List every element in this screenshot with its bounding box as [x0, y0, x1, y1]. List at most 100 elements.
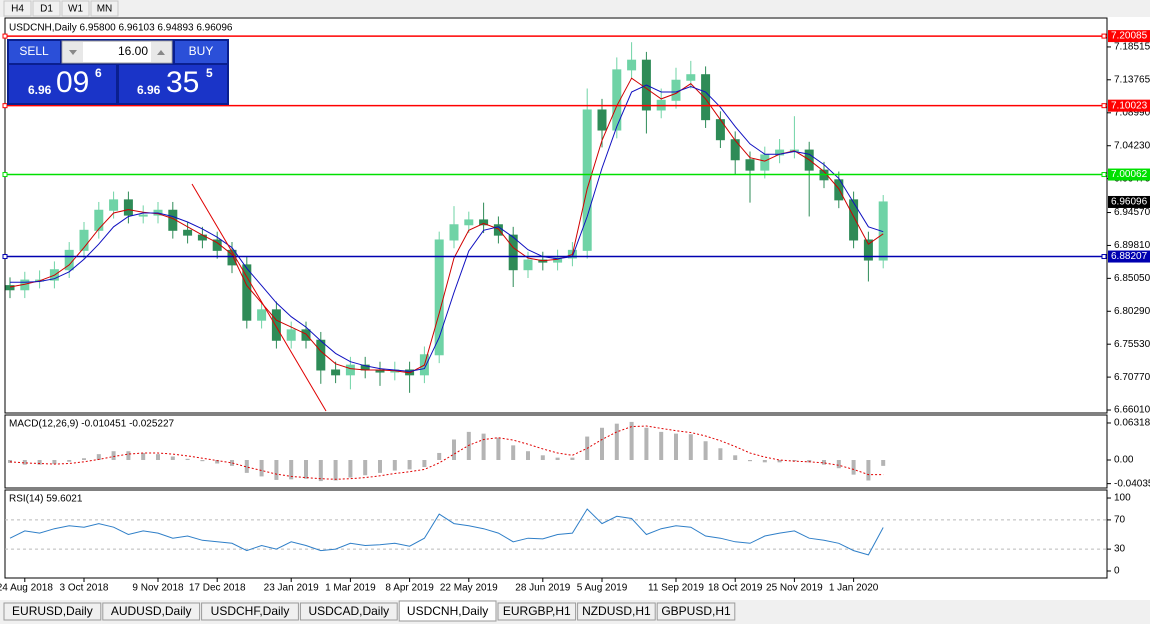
y-tick-label: 7.18515 [1114, 42, 1150, 53]
symbol-tab-label[interactable]: AUDUSD,Daily [111, 604, 192, 618]
timeframe-label[interactable]: W1 [68, 4, 83, 15]
macd-bar [792, 459, 797, 462]
macd-bar [52, 459, 57, 465]
candle-body [183, 229, 193, 236]
symbol-tab[interactable] [201, 602, 299, 621]
timeframe-button[interactable] [32, 0, 61, 17]
buy-button[interactable] [175, 41, 227, 63]
macd-bar [866, 459, 871, 481]
macd-bar [407, 459, 412, 470]
lot-up-arrow [157, 50, 165, 55]
macd-bar [659, 431, 664, 460]
symbol-tab-label[interactable]: USDCNH,Daily [407, 604, 488, 618]
macd-bar [851, 459, 856, 475]
sell-button[interactable] [9, 41, 60, 63]
y-tick-label: 6.94570 [1114, 207, 1150, 218]
sell-price-box[interactable] [9, 65, 116, 103]
trend-line [191, 183, 327, 412]
symbol-tab-label[interactable]: EURGBP,H1 [503, 604, 571, 618]
candle-body [701, 74, 711, 121]
sell-label[interactable]: SELL [19, 44, 49, 58]
lot-field[interactable] [61, 40, 173, 64]
candle-body [242, 264, 252, 321]
timeframe-button[interactable] [90, 0, 119, 17]
level-handle [2, 254, 8, 260]
candle-body [523, 259, 533, 271]
y-tick-label: 6.80290 [1114, 306, 1150, 317]
toolbar [0, 0, 1150, 17]
macd-bar [82, 458, 86, 460]
candle-body [316, 339, 326, 371]
symbol-tab[interactable] [299, 602, 398, 621]
symbol-tab-label[interactable]: NZDUSD,H1 [582, 604, 651, 618]
lot-value[interactable]: 16.00 [118, 44, 148, 58]
macd-bar [259, 459, 264, 477]
symbol-tab[interactable] [3, 602, 102, 621]
rsi-y-tick-label: 30 [1114, 544, 1126, 555]
x-tick-label: 25 Nov 2019 [766, 583, 823, 594]
symbol-tab[interactable] [398, 600, 497, 622]
macd-bar [466, 431, 471, 460]
symbol-tab-label[interactable]: GBPUSD,H1 [661, 604, 731, 618]
macd-bar [363, 459, 368, 476]
timeframe-label[interactable]: D1 [40, 4, 53, 15]
candle-body [775, 149, 785, 156]
candle-body [464, 219, 474, 226]
macd-bar [141, 452, 146, 460]
level-label-box [1108, 168, 1150, 181]
macd-bar [570, 457, 575, 460]
timeframe-button[interactable] [3, 0, 32, 17]
candle-body [863, 239, 873, 261]
candle-body [271, 309, 281, 341]
level-label: 6.88207 [1111, 251, 1148, 262]
candle-body [345, 364, 355, 376]
level-label: 7.10023 [1111, 100, 1148, 111]
macd-bar [511, 445, 516, 460]
x-tick-label: 9 Nov 2018 [132, 583, 184, 594]
macd-bar [170, 456, 175, 460]
symbol-tab-label[interactable]: EURUSD,Daily [12, 604, 93, 618]
x-tick-label: 24 Aug 2018 [0, 583, 53, 594]
candle-body [745, 159, 755, 171]
timeframe-button[interactable] [61, 0, 90, 17]
symbol-tab[interactable] [102, 602, 201, 621]
candle-body [479, 219, 489, 226]
candle-body [878, 201, 888, 261]
sell-price-point: 6 [95, 66, 102, 80]
macd-bar [496, 437, 501, 460]
macd-bar [718, 448, 723, 460]
macd-bar [304, 459, 308, 479]
symbol-tab[interactable] [497, 602, 577, 621]
candle-body [257, 309, 267, 321]
candle-body [849, 199, 859, 241]
rsi-y-tick-label: 0 [1114, 566, 1120, 577]
y-tick-label: 6.89810 [1114, 240, 1150, 251]
macd-bar [540, 455, 545, 460]
main-panel [4, 17, 1108, 414]
buy-label[interactable]: BUY [189, 44, 214, 58]
symbol-tab-label[interactable]: USDCAD,Daily [308, 604, 389, 618]
candle-body [597, 109, 607, 131]
symbol-tab[interactable] [577, 602, 656, 621]
candle-body [760, 154, 770, 171]
symbol-tab-label[interactable]: USDCHF,Daily [211, 604, 290, 618]
macd-bar [629, 421, 634, 460]
timeframe-label[interactable]: H4 [11, 4, 24, 15]
y-tick-label: 7.04230 [1114, 140, 1150, 151]
candle-body [686, 74, 696, 81]
macd-bar [392, 459, 397, 471]
macd-bar [822, 459, 826, 465]
current-price-label: 6.96096 [1111, 197, 1148, 208]
buy-price-box[interactable] [119, 65, 227, 103]
macd-bar [777, 459, 782, 463]
macd-bar [555, 457, 560, 460]
timeframe-label[interactable]: MN [97, 4, 113, 15]
macd-bar [8, 459, 12, 463]
level-handle [1101, 103, 1107, 109]
macd-bar [452, 439, 456, 460]
macd-bar [96, 454, 101, 460]
macd-bar [762, 459, 767, 463]
macd-bar [274, 459, 279, 480]
lot-down-arrow [69, 50, 77, 55]
symbol-tab[interactable] [656, 602, 736, 621]
